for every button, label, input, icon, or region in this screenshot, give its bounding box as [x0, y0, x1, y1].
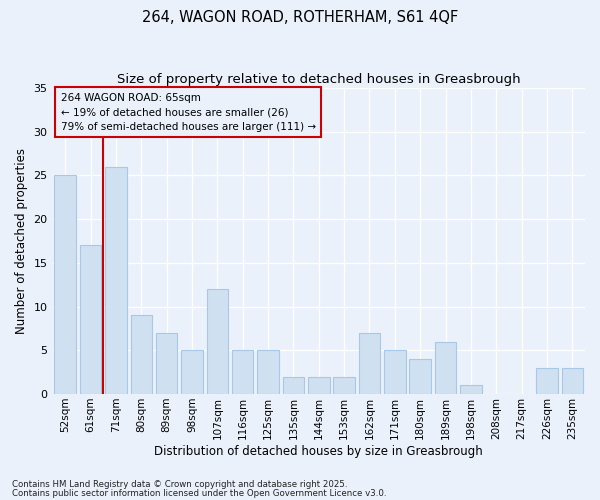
Bar — [131, 316, 152, 394]
Y-axis label: Number of detached properties: Number of detached properties — [15, 148, 28, 334]
Bar — [156, 333, 178, 394]
Bar — [460, 386, 482, 394]
Text: 264, WAGON ROAD, ROTHERHAM, S61 4QF: 264, WAGON ROAD, ROTHERHAM, S61 4QF — [142, 10, 458, 25]
Bar — [105, 166, 127, 394]
X-axis label: Distribution of detached houses by size in Greasbrough: Distribution of detached houses by size … — [154, 444, 483, 458]
Bar — [435, 342, 457, 394]
Bar — [384, 350, 406, 394]
Bar — [308, 376, 329, 394]
Bar — [562, 368, 583, 394]
Bar — [257, 350, 279, 394]
Bar — [55, 176, 76, 394]
Text: Contains HM Land Registry data © Crown copyright and database right 2025.: Contains HM Land Registry data © Crown c… — [12, 480, 347, 489]
Bar — [359, 333, 380, 394]
Bar — [283, 376, 304, 394]
Bar — [232, 350, 253, 394]
Bar — [334, 376, 355, 394]
Title: Size of property relative to detached houses in Greasbrough: Size of property relative to detached ho… — [117, 72, 521, 86]
Bar — [80, 246, 101, 394]
Bar — [181, 350, 203, 394]
Text: 264 WAGON ROAD: 65sqm
← 19% of detached houses are smaller (26)
79% of semi-deta: 264 WAGON ROAD: 65sqm ← 19% of detached … — [61, 92, 316, 132]
Text: Contains public sector information licensed under the Open Government Licence v3: Contains public sector information licen… — [12, 488, 386, 498]
Bar — [206, 289, 228, 394]
Bar — [536, 368, 558, 394]
Bar — [409, 359, 431, 394]
